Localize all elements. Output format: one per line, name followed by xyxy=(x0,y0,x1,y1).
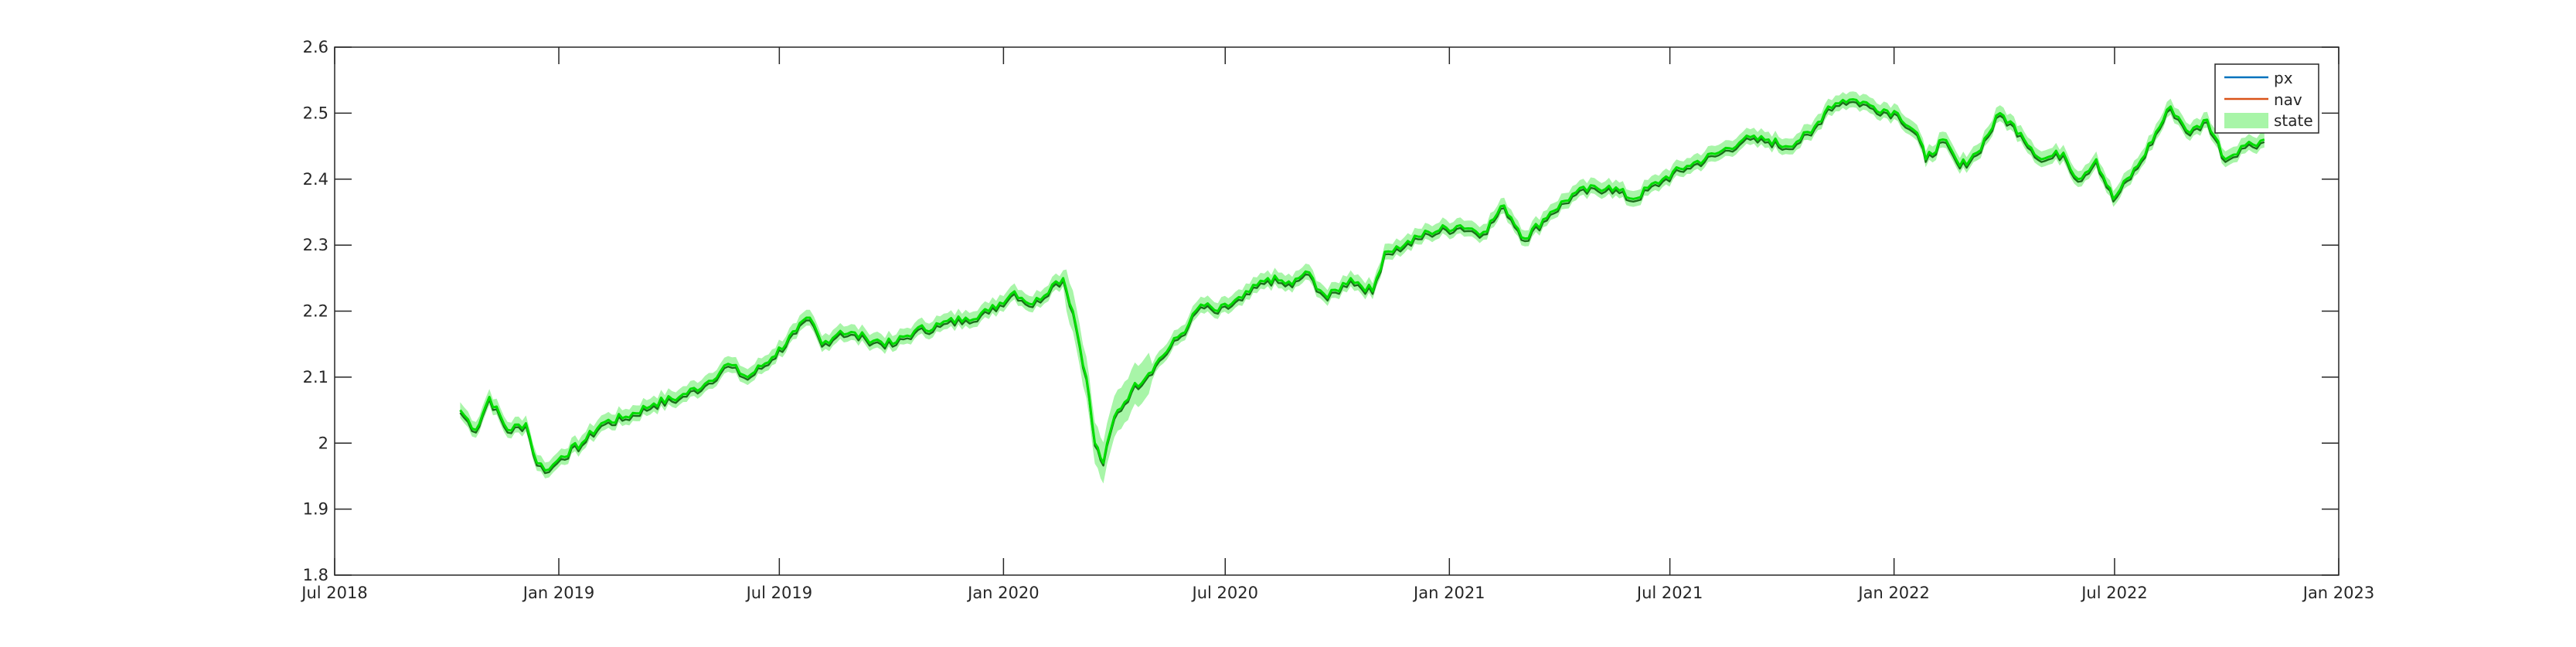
y-tick-label: 2.4 xyxy=(303,170,328,189)
y-axis-ticks: 1.8 1.9 2 2.1 2.2 2.3 2.4 2.5 2.6 xyxy=(303,38,2339,584)
state-series-line xyxy=(459,98,2265,472)
y-tick-label: 2 xyxy=(318,434,328,452)
x-tick-label: Jul 2022 xyxy=(2080,584,2147,602)
y-tick-label: 1.9 xyxy=(303,500,328,519)
legend: px nav state xyxy=(2214,63,2319,134)
x-tick-label: Jul 2020 xyxy=(1191,584,1258,602)
y-tick-label: 2.1 xyxy=(303,368,328,386)
y-tick-label: 2.3 xyxy=(303,236,328,254)
legend-state-label: state xyxy=(2274,111,2313,130)
px-series-line xyxy=(459,100,2265,475)
x-axis-ticks: Jul 2018 Jan 2019 Jul 2019 Jan 2020 Jul 2020… xyxy=(300,47,2374,602)
x-tick-label: Jan 2022 xyxy=(1856,584,1930,602)
x-tick-label: Jul 2021 xyxy=(1635,584,1703,602)
legend-state-swatch xyxy=(2224,113,2268,128)
x-tick-label: Jul 2019 xyxy=(745,584,812,602)
x-tick-label: Jan 2021 xyxy=(1412,584,1485,602)
x-tick-label: Jan 2023 xyxy=(2302,584,2375,602)
y-tick-label: 1.8 xyxy=(303,566,328,584)
x-tick-label: Jan 2019 xyxy=(522,584,595,602)
y-tick-label: 2.5 xyxy=(303,104,328,122)
plot-area xyxy=(459,91,2265,484)
legend-nav-label: nav xyxy=(2274,90,2302,109)
x-tick-label: Jan 2020 xyxy=(966,584,1040,602)
legend-px-label: px xyxy=(2274,69,2293,87)
y-tick-label: 2.2 xyxy=(303,302,328,321)
x-tick-label: Jul 2018 xyxy=(300,584,367,602)
y-tick-label: 2.6 xyxy=(303,38,328,56)
